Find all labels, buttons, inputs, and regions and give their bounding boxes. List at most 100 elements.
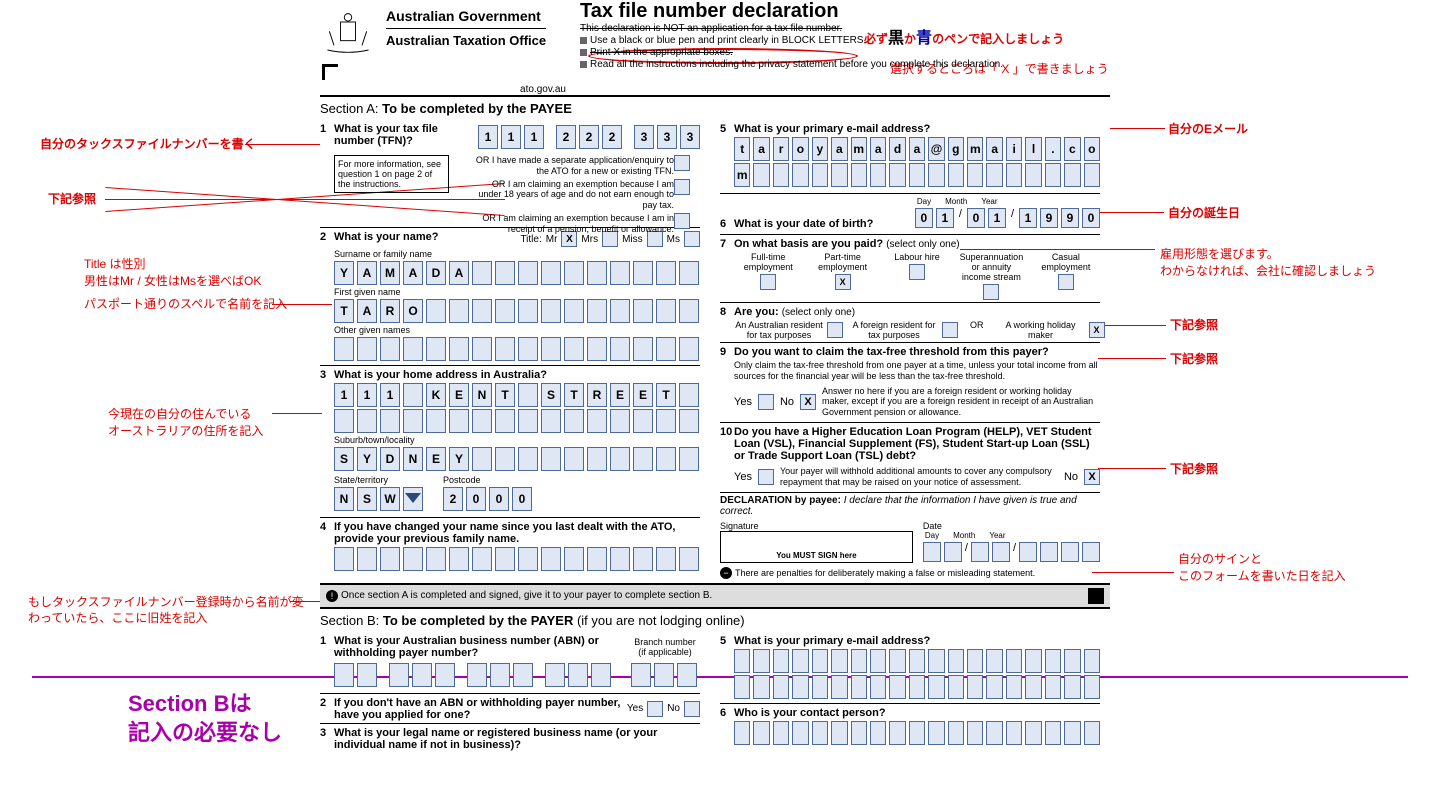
- header: Australian Government Australian Taxatio…: [320, 0, 1110, 97]
- b6-text: Who is your contact person?: [734, 707, 1100, 719]
- b2-num: 2: [320, 697, 334, 721]
- aus-gov-text: Australian Government: [386, 8, 546, 24]
- anno-name: パスポート通りのスペルで名前を記入: [84, 295, 287, 312]
- q10-fine: Your payer will withhold additional amou…: [780, 466, 1058, 488]
- q8-opts: An Australian resident for tax purposesA…: [720, 320, 1100, 340]
- crest-icon: [320, 8, 376, 64]
- q5-num: 5: [720, 123, 734, 135]
- q9-yes-cb[interactable]: [758, 394, 774, 410]
- first-input[interactable]: TARO: [334, 299, 700, 323]
- q2-num: 2: [320, 231, 334, 247]
- q1-or3-cb[interactable]: [674, 213, 690, 229]
- arrow-6: [290, 601, 320, 602]
- surname-input[interactable]: YAMADA: [334, 261, 700, 285]
- b1-branch: Branch number (if applicable): [630, 637, 700, 659]
- section-a-bar: !Once section A is completed and signed,…: [320, 583, 1110, 609]
- form-title: Tax file number declaration: [580, 0, 1110, 23]
- addr1-input[interactable]: 111KENTSTREET: [334, 383, 700, 407]
- q7-num: 7: [720, 238, 734, 250]
- postcode-label: Postcode: [443, 475, 532, 485]
- arrow-5: [272, 413, 322, 414]
- website: ato.gov.au: [320, 84, 570, 95]
- addr2-input[interactable]: [334, 409, 700, 433]
- col-left: 1 What is your tax file number (TFN)? 11…: [320, 120, 700, 579]
- q1-info-box: For more information, see question 1 on …: [334, 155, 449, 193]
- b-contact[interactable]: [734, 721, 1100, 745]
- date-label: Date: [923, 521, 1100, 531]
- q10-text: Do you have a Higher Education Loan Prog…: [734, 426, 1100, 462]
- sig-label: Signature: [720, 521, 913, 531]
- q9-fine1: Only claim the tax-free threshold from o…: [734, 360, 1100, 382]
- email-input-2[interactable]: m: [734, 163, 1100, 187]
- branch-input[interactable]: [631, 663, 697, 687]
- locality-label: Suburb/town/locality: [334, 435, 700, 445]
- q1-or3: OR I am claiming an exemption because I …: [470, 213, 674, 235]
- penalty-icon: −: [720, 567, 732, 579]
- q4-text: If you have changed your name since you …: [334, 521, 700, 545]
- q9-fine2: Answer no here if you are a foreign resi…: [822, 386, 1100, 418]
- q10-no-cb[interactable]: X: [1084, 469, 1100, 485]
- first-label: First given name: [334, 287, 700, 297]
- anno-prevname: もしタックスファイルナンバー登録時から名前が変わっていたら、ここに旧姓を記入: [28, 595, 308, 626]
- other-label: Other given names: [334, 325, 700, 335]
- sig-box[interactable]: You MUST SIGN here: [720, 531, 913, 563]
- anno-basis: 雇用形態を選びます。わからなければ、会社に確認しましょう: [1160, 245, 1376, 279]
- q1-or1-cb[interactable]: [674, 155, 690, 171]
- arrow-r1: [1110, 128, 1165, 129]
- q6-num: 6: [720, 218, 734, 230]
- section-a-title: Section A: To be completed by the PAYEE: [320, 101, 1110, 116]
- decl-date-input[interactable]: //: [923, 542, 1100, 562]
- b-email2[interactable]: [734, 675, 1100, 699]
- instructions: Use a black or blue pen and print clearl…: [580, 35, 1110, 70]
- q10-num: 10: [720, 426, 734, 462]
- ato-text: Australian Taxation Office: [386, 28, 546, 48]
- locality-input[interactable]: SYDNEY: [334, 447, 700, 471]
- dob-input[interactable]: 01/01/1990: [915, 208, 1100, 228]
- col-right: 5 What is your primary e-mail address? t…: [720, 120, 1100, 579]
- q1-text: What is your tax file number (TFN)?: [334, 123, 478, 151]
- year-label: Year: [981, 197, 997, 206]
- q10-yes-cb[interactable]: [758, 469, 774, 485]
- b-email1[interactable]: [734, 649, 1100, 673]
- abn-input[interactable]: [334, 663, 611, 687]
- anno-title: Title は性別男性はMr / 女性はMsを選べばOK: [84, 255, 261, 289]
- postcode-input[interactable]: 2000: [443, 487, 532, 511]
- b3-text: What is your legal name or registered bu…: [334, 727, 700, 751]
- section-b-title: Section B: To be completed by the PAYER …: [320, 613, 1110, 628]
- anno-resident: 下記参照: [1170, 316, 1218, 333]
- b6-num: 6: [720, 707, 734, 719]
- other-input[interactable]: [334, 337, 700, 361]
- anno-addr: 今現在の自分の住んでいるオーストラリアの住所を記入: [108, 405, 263, 439]
- prevname-input[interactable]: [334, 547, 700, 571]
- anno-tfn: 自分のタックスファイルナンバーを書く: [40, 135, 280, 152]
- b2-no-cb[interactable]: [684, 701, 700, 717]
- q8-text: Are you: (select only one): [734, 306, 1100, 318]
- tfn-boxes[interactable]: 111222333: [478, 125, 700, 149]
- email-input-1[interactable]: taroyamada@gmail.co: [734, 137, 1100, 161]
- crop-mark-br: [1088, 588, 1104, 604]
- q5-text: What is your primary e-mail address?: [734, 123, 1100, 135]
- anno-dob: 自分の誕生日: [1168, 204, 1240, 221]
- q1-num: 1: [320, 123, 334, 151]
- b5-num: 5: [720, 635, 734, 647]
- q4-num: 4: [320, 521, 334, 545]
- q9-no-cb[interactable]: X: [800, 394, 816, 410]
- col-b-left: 1 What is your Australian business numbe…: [320, 632, 700, 753]
- b2-yes: Yes: [627, 703, 643, 714]
- q3-text: What is your home address in Australia?: [334, 369, 700, 381]
- arrow-1: [245, 144, 320, 145]
- anno-ref1: 下記参照: [48, 190, 96, 207]
- b2-yes-cb[interactable]: [647, 701, 663, 717]
- surname-label: Surname or family name: [334, 249, 700, 259]
- q10-yes-label: Yes: [734, 471, 752, 483]
- q1-or2-cb[interactable]: [674, 179, 690, 195]
- b5-text: What is your primary e-mail address?: [734, 635, 1100, 647]
- b2-text: If you don't have an ABN or withholding …: [334, 697, 627, 721]
- state-input[interactable]: NSW: [334, 487, 423, 511]
- anno-email: 自分のEメール: [1168, 120, 1248, 137]
- b2-no: No: [667, 703, 680, 714]
- q3-num: 3: [320, 369, 334, 381]
- anno-threshold: 下記参照: [1170, 350, 1218, 367]
- day-label: Day: [917, 197, 931, 206]
- col-b-right: 5 What is your primary e-mail address? 6…: [720, 632, 1100, 753]
